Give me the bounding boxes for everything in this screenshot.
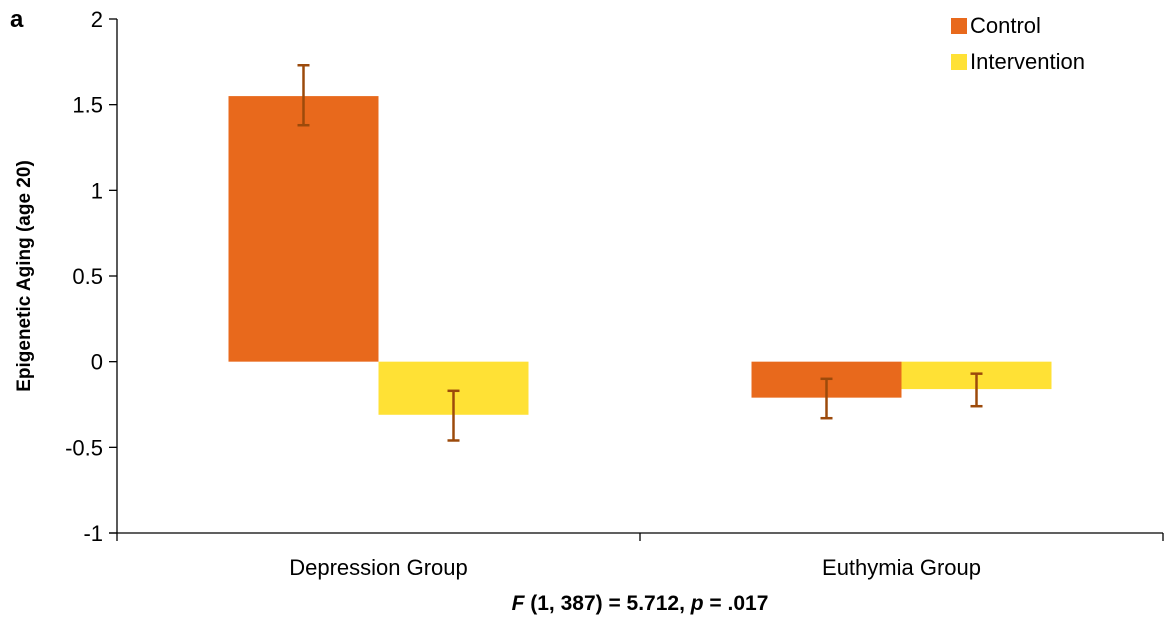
bar-control-depression — [228, 96, 379, 362]
y-tick-label: 0.5 — [72, 264, 103, 289]
y-tick-label: 1.5 — [72, 93, 103, 118]
y-tick-label: 2 — [91, 7, 103, 32]
legend-label-control: Control — [970, 13, 1041, 38]
p-symbol: p — [690, 592, 704, 615]
y-tick-label: -0.5 — [65, 435, 103, 460]
legend-item-intervention: Intervention — [951, 44, 1085, 80]
p-value: = .017 — [703, 592, 769, 615]
x-tick-label: Depression Group — [289, 555, 468, 580]
panel-letter: a — [10, 6, 24, 33]
statistics-note: F (1, 387) = 5.712, p = .017 — [0, 592, 1167, 616]
legend-swatch-control — [951, 18, 967, 34]
f-args: (1, 387) = 5.712, — [524, 592, 691, 615]
legend: Control Intervention — [951, 8, 1085, 80]
f-symbol: F — [511, 592, 525, 615]
y-tick-label: 0 — [91, 350, 103, 375]
y-axis-label: Epigenetic Aging (age 20) — [14, 160, 35, 392]
legend-item-control: Control — [951, 8, 1085, 44]
legend-label-intervention: Intervention — [970, 49, 1085, 74]
legend-swatch-intervention — [951, 54, 967, 70]
y-tick-label: 1 — [91, 178, 103, 203]
y-tick-label: -1 — [83, 521, 103, 546]
x-tick-label: Euthymia Group — [822, 555, 981, 580]
